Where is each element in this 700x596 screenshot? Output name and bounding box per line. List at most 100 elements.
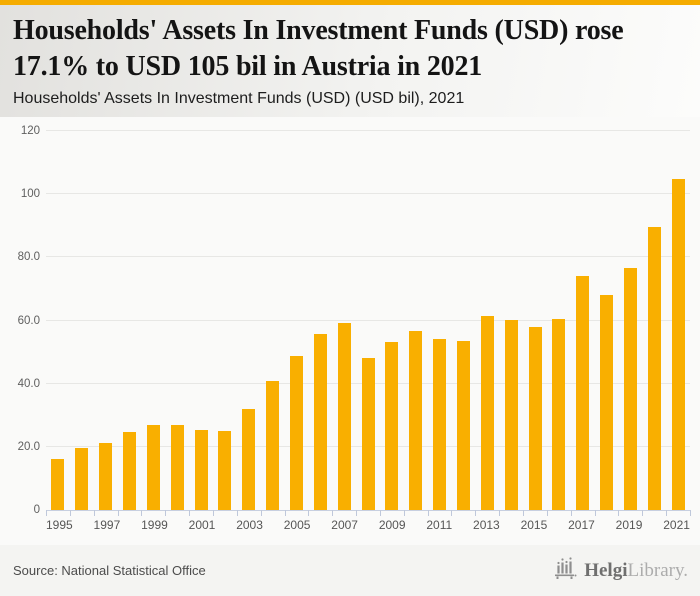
logo-brand-secondary: Library. [627,559,689,581]
x-axis-tick [642,510,644,516]
bar-2019 [624,268,638,510]
helgi-library-logo: HelgiLibrary. [553,556,688,585]
bar-cell-2021 [666,131,690,510]
bar-2020 [647,227,661,510]
x-axis-tick [212,510,214,516]
bar-cell-2014 [499,131,523,510]
bar-cell-2012 [452,131,476,510]
x-tick-label-2016 [547,518,568,532]
bar-2006 [313,333,327,510]
bar-cell-1996 [70,131,94,510]
bar-1997 [99,443,113,510]
bars-row [46,131,690,510]
bar-cell-2000 [165,131,189,510]
x-tick-label-2018 [595,518,616,532]
plot-area [46,130,691,516]
bar-2004 [266,380,280,510]
x-axis-tick [427,510,429,516]
logo-brand-primary: Helgi [584,559,628,581]
x-tick-label-1996 [73,518,94,532]
bar-cell-2001 [189,131,213,510]
x-axis-tick [403,510,405,516]
x-axis-tick [546,510,548,516]
bar-1996 [75,448,89,510]
bar-cell-2017 [571,131,595,510]
x-axis-tick [236,510,238,516]
x-axis-tick [117,510,119,516]
bar-2000 [170,425,184,510]
x-tick-label-2003: 2003 [236,518,263,532]
x-axis-tick [379,510,381,516]
bar-2002 [218,431,232,510]
logo-wordmark: HelgiLibrary. [584,560,688,582]
bar-cell-2005 [285,131,309,510]
y-tick-label-60.0: 60.0 [17,314,40,327]
bar-cell-2019 [619,131,643,510]
x-axis-tick [284,510,286,516]
bar-cell-2006 [308,131,332,510]
bar-2011 [433,338,447,510]
bar-2021 [671,179,685,510]
bar-cell-1995 [46,131,70,510]
bar-chart: 0 20.0 40.0 60.0 80.0 100 120 1995 1997 1999 2001… [0,117,700,545]
x-tick-label-1999: 1999 [141,518,168,532]
gridline-60 [46,319,690,321]
bar-cell-2003 [237,131,261,510]
x-tick-label-2012 [452,518,473,532]
bar-2009 [385,342,399,510]
x-axis-tick [69,510,71,516]
x-tick-label-2011: 2011 [426,518,453,532]
bar-2007 [337,322,351,510]
bar-cell-2016 [547,131,571,510]
x-tick-label-2000 [168,518,189,532]
x-tick-label-2014 [500,518,521,532]
x-tick-label-2017: 2017 [568,518,595,532]
bar-2003 [242,409,256,510]
x-tick-label-2001: 2001 [188,518,216,532]
x-tick-label-1998 [120,518,141,532]
bar-cell-1997 [94,131,118,510]
bar-2013 [480,316,494,510]
bar-cell-1998 [118,131,142,510]
bar-cell-2011 [428,131,452,510]
y-tick-label-80.0: 80.0 [17,251,40,264]
x-tick-label-2006 [310,518,331,532]
x-axis-tick [523,510,525,516]
chart-header: Households' Assets In Investment Funds (… [0,5,700,117]
y-tick-label-40.0: 40.0 [17,377,40,390]
page-title: Households' Assets In Investment Funds (… [13,15,624,82]
x-tick-label-2020 [642,518,663,532]
x-axis-tick [690,510,691,516]
x-tick-label-2010 [406,518,427,532]
bar-2018 [600,294,614,510]
x-axis-tick [570,510,572,516]
x-axis-tick [93,510,95,516]
bar-cell-2013 [475,131,499,510]
helgi-bars-icon [553,556,579,585]
bar-1998 [123,432,136,510]
x-tick-label-2013: 2013 [473,518,500,532]
bar-cell-2010 [404,131,428,510]
x-axis-tick [356,510,358,516]
bar-1999 [146,425,160,510]
x-tick-label-2002 [215,518,236,532]
bar-cell-2007 [332,131,356,510]
y-tick-label-100: 100 [20,188,40,201]
x-axis-tick [189,510,191,516]
bar-2010 [409,331,423,510]
accent-strip [0,0,700,5]
bar-2012 [457,340,471,510]
source-note: Source: National Statistical Office [13,563,206,578]
x-axis-tick [165,510,167,516]
x-axis-tick [618,510,620,516]
x-axis-tick [260,510,262,516]
x-tick-label-1997: 1997 [93,518,121,532]
x-axis-tick [308,510,310,516]
y-tick-label-120: 120 [20,125,40,137]
bar-cell-2009 [380,131,404,510]
x-axis-tick [475,510,477,516]
x-tick-label-2005: 2005 [283,518,311,532]
bar-cell-2004 [261,131,285,510]
y-tick-label-0: 0 [33,504,40,516]
